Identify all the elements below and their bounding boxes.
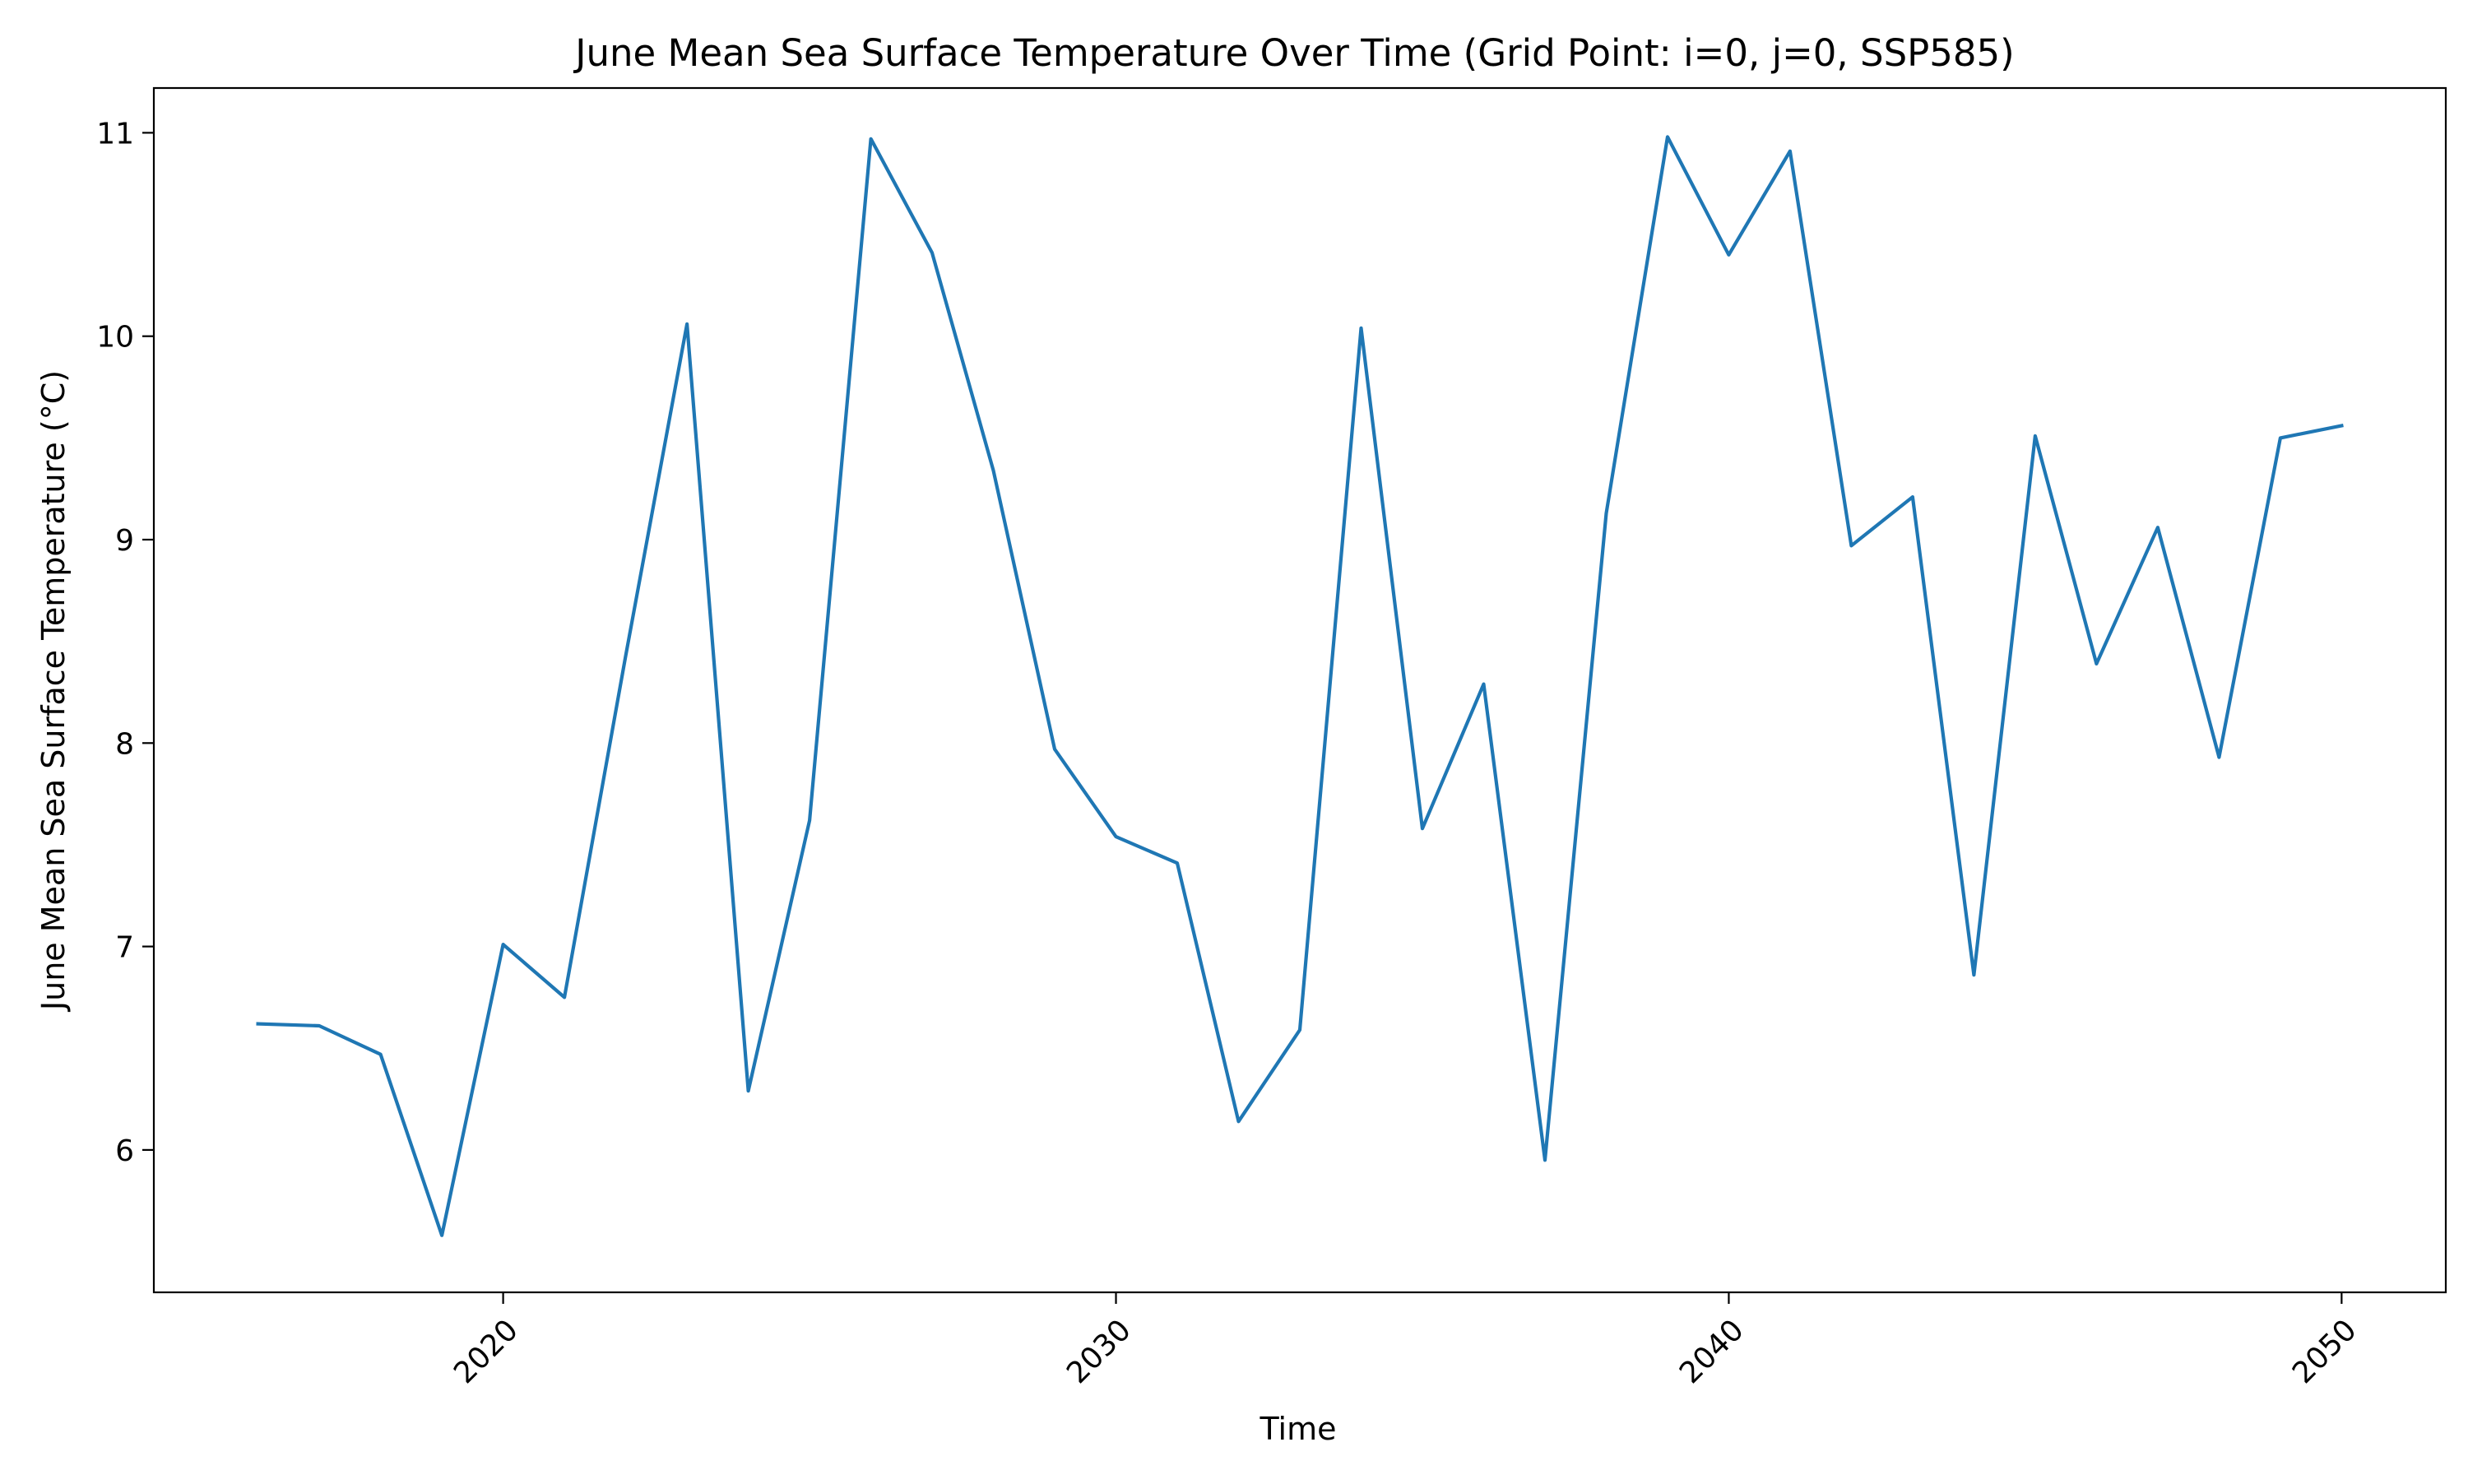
y-tick-label: 6 bbox=[115, 1134, 134, 1168]
y-axis: 6 7 8 9 10 11 bbox=[96, 117, 154, 1168]
y-tick-label: 8 bbox=[115, 727, 134, 761]
y-tick-label: 9 bbox=[115, 524, 134, 558]
plot-frame bbox=[152, 86, 2447, 1294]
series-line bbox=[256, 135, 2344, 1237]
y-tick-label: 7 bbox=[115, 931, 134, 965]
y-tick-label: 11 bbox=[96, 117, 134, 151]
x-axis-label: Time bbox=[1260, 1411, 1337, 1447]
chart-title: June Mean Sea Surface Temperature Over T… bbox=[573, 31, 2015, 75]
y-axis-label: June Mean Sea Surface Temperature (°C) bbox=[35, 370, 72, 1012]
series-layer bbox=[256, 135, 2344, 1237]
y-tick-label: 10 bbox=[96, 321, 134, 355]
